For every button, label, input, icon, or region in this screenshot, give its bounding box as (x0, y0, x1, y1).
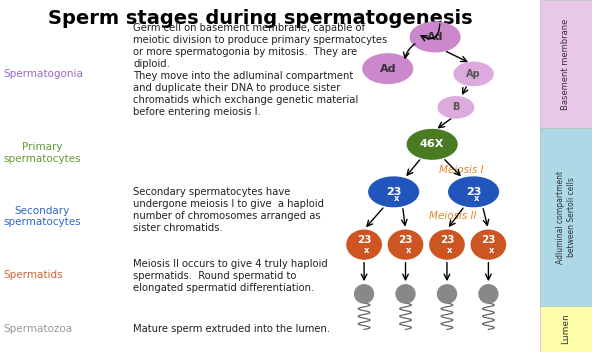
Circle shape (438, 97, 474, 118)
Text: 23: 23 (357, 235, 371, 245)
Ellipse shape (388, 230, 423, 259)
Text: Spermatozoa: Spermatozoa (3, 324, 72, 334)
Text: 23: 23 (398, 235, 413, 245)
Text: Meiosis I: Meiosis I (439, 165, 484, 175)
Text: B: B (452, 102, 459, 112)
Text: x: x (474, 194, 480, 203)
Circle shape (407, 130, 457, 159)
Text: Sperm stages during spermatogenesis: Sperm stages during spermatogenesis (48, 9, 473, 28)
Ellipse shape (430, 230, 464, 259)
Text: Lumen: Lumen (561, 314, 571, 345)
Circle shape (454, 62, 493, 86)
Ellipse shape (355, 285, 374, 303)
Text: x: x (406, 246, 411, 255)
Text: 23: 23 (481, 235, 496, 245)
Text: 23: 23 (386, 187, 401, 197)
Text: x: x (394, 194, 400, 203)
Circle shape (363, 54, 413, 83)
Ellipse shape (479, 285, 498, 303)
Text: Adluminal compartment
between Sertoli cells: Adluminal compartment between Sertoli ce… (556, 171, 575, 264)
Text: Basement membrane: Basement membrane (561, 19, 571, 110)
Text: Secondary
spermatocytes: Secondary spermatocytes (3, 206, 81, 227)
Text: Spermatogonia: Spermatogonia (3, 69, 83, 79)
Text: Ad: Ad (427, 32, 443, 42)
Ellipse shape (347, 230, 381, 259)
Bar (540, 0, 592, 128)
Text: Spermatids: Spermatids (3, 270, 63, 279)
Text: Primary
spermatocytes: Primary spermatocytes (3, 142, 81, 164)
Text: x: x (364, 246, 370, 255)
Ellipse shape (396, 285, 415, 303)
Text: 23: 23 (466, 187, 481, 197)
Text: Mature sperm extruded into the lumen.: Mature sperm extruded into the lumen. (133, 324, 330, 334)
Circle shape (410, 22, 460, 52)
Text: Germ cell on basement membrane, capable of
meiotic division to produce primary s: Germ cell on basement membrane, capable … (133, 23, 387, 117)
Text: Meiosis II occurs to give 4 truly haploid
spermatids.  Round spermatid to
elonga: Meiosis II occurs to give 4 truly haploi… (133, 259, 328, 293)
Circle shape (449, 177, 498, 207)
Text: 23: 23 (440, 235, 454, 245)
Bar (540, 128, 592, 306)
Ellipse shape (437, 285, 456, 303)
Text: Ap: Ap (466, 69, 481, 79)
Circle shape (369, 177, 419, 207)
Bar (540, 306, 592, 352)
Text: x: x (488, 246, 494, 255)
Text: Meiosis II: Meiosis II (429, 211, 477, 221)
Text: x: x (447, 246, 453, 255)
Text: Secondary spermatocytes have
undergone meiosis I to give  a haploid
number of ch: Secondary spermatocytes have undergone m… (133, 187, 324, 233)
Text: Ad: Ad (379, 64, 396, 74)
Text: 46X: 46X (420, 139, 445, 149)
Ellipse shape (471, 230, 506, 259)
